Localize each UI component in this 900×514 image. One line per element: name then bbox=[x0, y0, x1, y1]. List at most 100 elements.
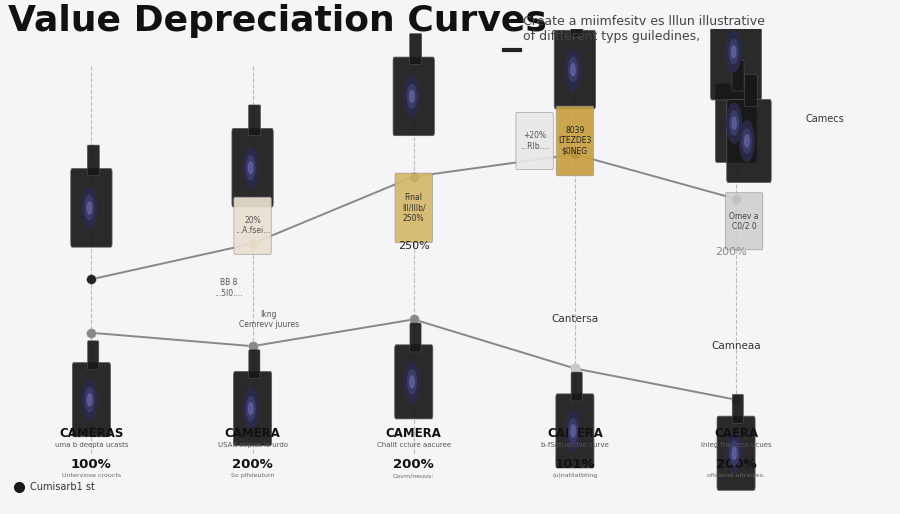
Text: Create a miimfesitv es lllun illustrative
of diffferent typs guiledines,: Create a miimfesitv es lllun illustrativ… bbox=[523, 15, 765, 43]
Text: (u)natilatbting: (u)natilatbting bbox=[553, 473, 598, 478]
Circle shape bbox=[730, 111, 739, 135]
Text: Cumisarb1 st: Cumisarb1 st bbox=[31, 482, 95, 492]
Text: Cantersa: Cantersa bbox=[552, 315, 599, 324]
FancyBboxPatch shape bbox=[248, 105, 261, 136]
Text: Value Depreciation Curves: Value Depreciation Curves bbox=[7, 5, 546, 39]
Circle shape bbox=[83, 380, 97, 420]
Circle shape bbox=[87, 394, 92, 406]
FancyBboxPatch shape bbox=[232, 128, 274, 207]
Circle shape bbox=[569, 419, 578, 443]
FancyBboxPatch shape bbox=[395, 173, 432, 243]
Circle shape bbox=[732, 46, 736, 58]
Circle shape bbox=[727, 433, 742, 473]
Circle shape bbox=[744, 135, 749, 147]
Text: 101%: 101% bbox=[554, 458, 595, 471]
Text: Camneaa: Camneaa bbox=[711, 341, 760, 351]
Text: Covm/neuus:: Covm/neuus: bbox=[393, 473, 435, 478]
Circle shape bbox=[248, 402, 253, 415]
Text: lnleg fragress ucues: lnleg fragress ucues bbox=[701, 442, 771, 448]
Circle shape bbox=[730, 441, 739, 465]
Text: 100%: 100% bbox=[71, 458, 112, 471]
FancyBboxPatch shape bbox=[726, 100, 771, 182]
FancyBboxPatch shape bbox=[87, 341, 99, 370]
Text: BB 8
...5l0....: BB 8 ...5l0.... bbox=[214, 279, 243, 298]
Circle shape bbox=[571, 425, 575, 437]
Circle shape bbox=[243, 148, 258, 188]
FancyBboxPatch shape bbox=[556, 394, 594, 468]
FancyBboxPatch shape bbox=[732, 60, 744, 91]
Circle shape bbox=[86, 196, 94, 220]
FancyBboxPatch shape bbox=[716, 84, 757, 162]
Text: Omev a
C0/2 0: Omev a C0/2 0 bbox=[729, 212, 759, 231]
Text: oficlenol altraIves.: oficlenol altraIves. bbox=[707, 473, 765, 478]
FancyBboxPatch shape bbox=[733, 394, 743, 424]
Text: Camecs: Camecs bbox=[806, 114, 844, 124]
Circle shape bbox=[740, 121, 754, 161]
FancyBboxPatch shape bbox=[234, 372, 272, 446]
Circle shape bbox=[244, 389, 258, 429]
FancyBboxPatch shape bbox=[248, 350, 260, 379]
FancyBboxPatch shape bbox=[744, 74, 758, 106]
Text: +20%
...Rlb....: +20% ...Rlb.... bbox=[520, 131, 549, 151]
Circle shape bbox=[87, 202, 92, 214]
Circle shape bbox=[405, 76, 419, 117]
Circle shape bbox=[732, 117, 736, 129]
FancyBboxPatch shape bbox=[717, 416, 755, 490]
Text: lkng
Cemrevv juures: lkng Cemrevv juures bbox=[238, 310, 299, 329]
Text: 200%: 200% bbox=[393, 458, 434, 471]
Text: Chalit cclure aacuree: Chalit cclure aacuree bbox=[377, 442, 451, 448]
Text: CAERA: CAERA bbox=[714, 427, 758, 439]
Text: CAMERA: CAMERA bbox=[547, 427, 603, 439]
Circle shape bbox=[410, 376, 414, 388]
Circle shape bbox=[729, 40, 738, 64]
Circle shape bbox=[569, 58, 577, 82]
Circle shape bbox=[742, 129, 752, 153]
Circle shape bbox=[405, 362, 419, 402]
Circle shape bbox=[408, 84, 416, 108]
Text: CAMERA: CAMERA bbox=[386, 427, 442, 439]
FancyBboxPatch shape bbox=[410, 323, 421, 352]
Circle shape bbox=[247, 397, 256, 420]
Text: Final
lll/lllb/
250%: Final lll/lllb/ 250% bbox=[402, 193, 426, 223]
Text: CAMERAS: CAMERAS bbox=[59, 427, 123, 439]
Circle shape bbox=[566, 49, 580, 89]
FancyBboxPatch shape bbox=[71, 169, 112, 247]
Circle shape bbox=[86, 388, 94, 412]
FancyBboxPatch shape bbox=[393, 57, 435, 136]
FancyBboxPatch shape bbox=[72, 363, 111, 437]
Circle shape bbox=[410, 90, 414, 102]
Circle shape bbox=[408, 370, 417, 394]
Text: b-fSetuasdve curve: b-fSetuasdve curve bbox=[541, 442, 608, 448]
Circle shape bbox=[566, 411, 580, 451]
Circle shape bbox=[726, 32, 741, 72]
Text: 8039
LTEZDE3
$0NEG: 8039 LTEZDE3 $0NEG bbox=[558, 126, 591, 156]
Text: 250%: 250% bbox=[398, 241, 429, 251]
FancyBboxPatch shape bbox=[234, 197, 271, 254]
FancyBboxPatch shape bbox=[516, 113, 554, 170]
FancyBboxPatch shape bbox=[556, 106, 594, 176]
Text: 200%: 200% bbox=[716, 248, 747, 258]
Text: 200%: 200% bbox=[232, 458, 273, 471]
FancyBboxPatch shape bbox=[572, 372, 582, 401]
FancyBboxPatch shape bbox=[554, 30, 596, 109]
Text: 200%: 200% bbox=[716, 458, 756, 471]
Text: Unterviose croucts: Unterviose croucts bbox=[62, 473, 121, 478]
FancyBboxPatch shape bbox=[87, 145, 99, 176]
Circle shape bbox=[247, 156, 255, 180]
FancyBboxPatch shape bbox=[571, 7, 583, 38]
Circle shape bbox=[727, 103, 742, 143]
FancyBboxPatch shape bbox=[711, 4, 761, 100]
Text: 20%
...A.fsei...: 20% ...A.fsei... bbox=[235, 216, 270, 235]
Circle shape bbox=[732, 447, 736, 459]
Circle shape bbox=[82, 188, 96, 228]
FancyBboxPatch shape bbox=[725, 193, 763, 250]
Text: CAMERA: CAMERA bbox=[225, 427, 281, 439]
Text: USAlt stiples is urdo: USAlt stiples is urdo bbox=[218, 442, 288, 448]
FancyBboxPatch shape bbox=[395, 345, 433, 419]
FancyBboxPatch shape bbox=[731, 0, 746, 11]
Text: uma b deepta ucasts: uma b deepta ucasts bbox=[55, 442, 128, 448]
Circle shape bbox=[248, 162, 253, 174]
Circle shape bbox=[571, 64, 575, 76]
FancyBboxPatch shape bbox=[410, 33, 422, 64]
Text: So plfsleuturn: So plfsleuturn bbox=[230, 473, 274, 478]
